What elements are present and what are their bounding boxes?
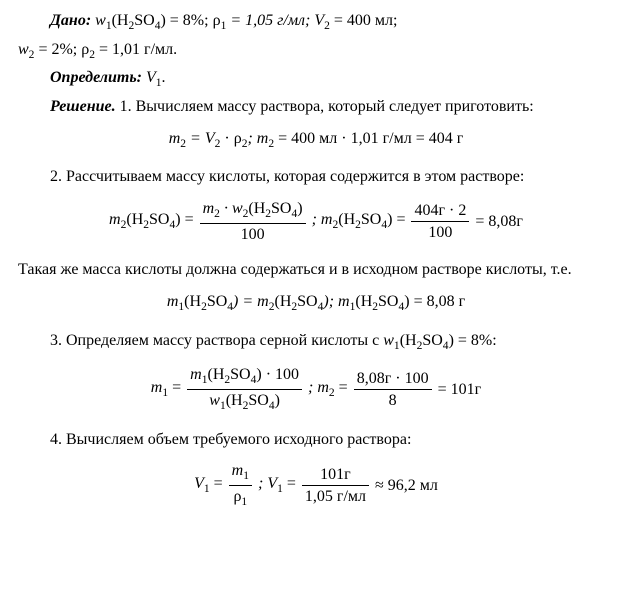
formula-mass-solution: m2 = V2 · ρ2; m2 = 400 мл · 1,01 г/мл = … <box>18 128 614 153</box>
solution-step-1: Решение. 1. Вычисляем массу раствора, ко… <box>18 96 614 118</box>
solution-label: Решение. <box>50 98 116 115</box>
determine-label: Определить: <box>50 69 142 86</box>
solution-step-3: 3. Определяем массу раствора серной кисл… <box>18 330 614 355</box>
explanation-same-mass: Такая же масса кислоты должна содержатьс… <box>18 259 614 281</box>
formula-volume: V1 = m1 ρ1 ; V1 = 101г 1,05 г/мл ≈ 96,2 … <box>18 460 614 510</box>
formula-mass-acid: m2(H2SO4) = m2 · w2(H2SO4) 100 ; m2(H2SO… <box>18 198 614 245</box>
formula-mass-original: m1 = m1(H2SO4) · 100 w1(H2SO4) ; m2 = 8,… <box>18 364 614 414</box>
solution-step-4: 4. Вычисляем объем требуемого исходного … <box>18 429 614 451</box>
determine-line: Определить: V1. <box>18 67 614 92</box>
given-line-1: Дано: w1(H2SO4) = 8%; ρ1 = 1,05 г/мл; V2… <box>18 10 614 35</box>
formula-equal-mass: m1(H2SO4) = m2(H2SO4); m1(H2SO4) = 8,08 … <box>18 291 614 316</box>
solution-step-2: 2. Рассчитываем массу кислоты, которая с… <box>18 166 614 188</box>
given-label: Дано: <box>50 12 91 29</box>
given-line-2: w2 = 2%; ρ2 = 1,01 г/мл. <box>18 39 614 64</box>
